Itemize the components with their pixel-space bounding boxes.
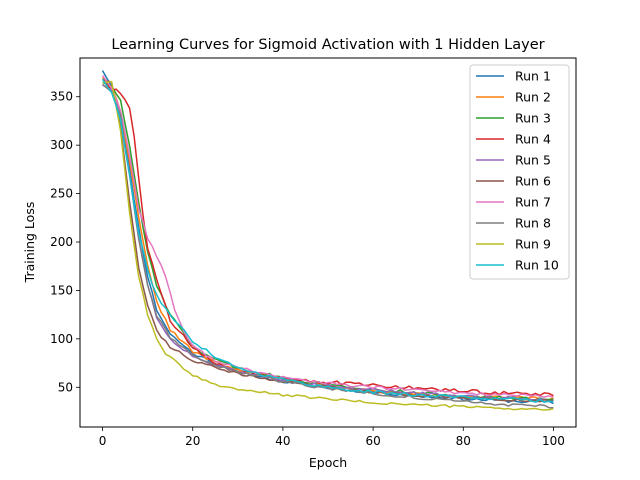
x-tick-label: 40 xyxy=(275,434,290,448)
legend-label-run-2: Run 2 xyxy=(515,90,551,105)
x-axis-ticks: 0 20 40 60 80 100 xyxy=(99,427,565,448)
series-line-run-7 xyxy=(101,75,554,398)
y-tick-label: 250 xyxy=(50,187,73,201)
legend: Run 1 Run 2 Run 3 Run 4 Run 5 Run 6 Run 7 Run 8… xyxy=(469,64,570,280)
y-tick-label: 100 xyxy=(50,332,73,346)
series-line-run-9 xyxy=(102,81,554,411)
legend-label-run-6: Run 6 xyxy=(515,174,551,189)
series-lines xyxy=(101,70,554,411)
x-axis-label: Epoch xyxy=(309,455,347,470)
plot-area-frame xyxy=(79,57,577,428)
y-tick-label: 350 xyxy=(50,90,73,104)
legend-label-run-1: Run 1 xyxy=(515,69,551,84)
series-line-run-8 xyxy=(102,83,554,409)
legend-label-run-4: Run 4 xyxy=(515,132,551,147)
y-axis-ticks: 50 100 150 200 250 300 350 xyxy=(50,90,80,394)
chart-title: Learning Curves for Sigmoid Activation w… xyxy=(111,37,544,53)
x-tick-label: 100 xyxy=(542,434,565,448)
series-line-run-10 xyxy=(101,78,554,403)
series-line-run-4 xyxy=(101,78,554,397)
legend-label-run-9: Run 9 xyxy=(515,237,551,252)
x-tick-label: 80 xyxy=(456,434,471,448)
y-tick-label: 300 xyxy=(50,138,73,152)
x-tick-label: 20 xyxy=(185,434,200,448)
legend-label-run-5: Run 5 xyxy=(515,153,551,168)
x-tick-label: 0 xyxy=(99,434,107,448)
legend-label-run-3: Run 3 xyxy=(515,111,551,126)
y-axis-label: Training Loss xyxy=(22,202,37,284)
y-tick-label: 50 xyxy=(58,380,73,394)
legend-label-run-7: Run 7 xyxy=(515,195,551,210)
legend-label-run-10: Run 10 xyxy=(515,258,559,273)
y-tick-label: 150 xyxy=(50,283,73,297)
legend-label-run-8: Run 8 xyxy=(515,216,551,231)
y-tick-label: 200 xyxy=(50,235,73,249)
x-tick-label: 60 xyxy=(365,434,380,448)
